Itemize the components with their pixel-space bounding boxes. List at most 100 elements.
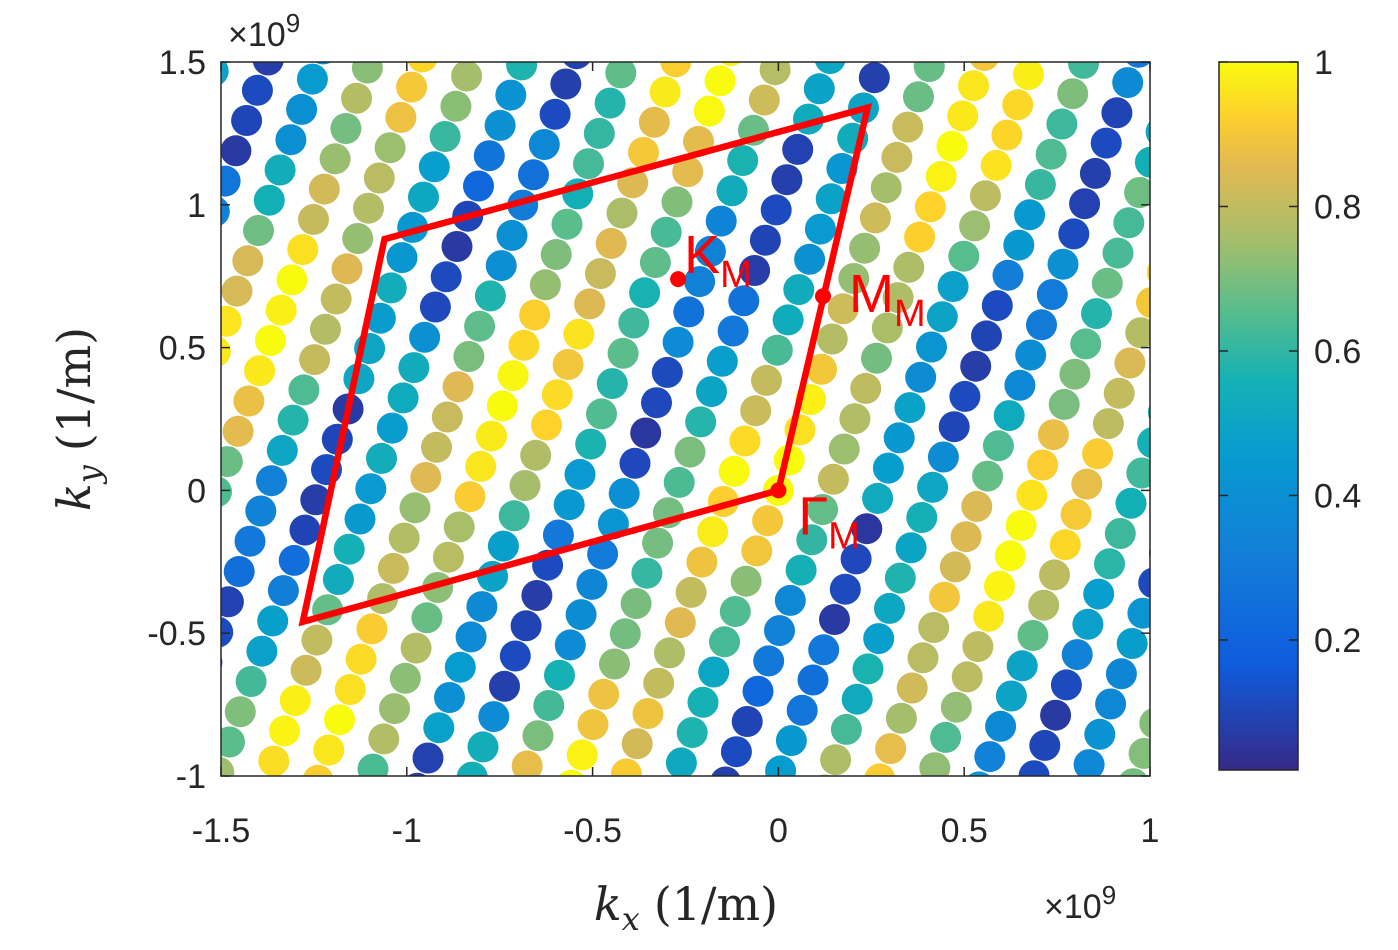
data-point	[852, 653, 884, 685]
data-point	[277, 404, 309, 436]
data-point	[540, 239, 572, 270]
point-marker-K	[670, 271, 687, 288]
data-point	[608, 478, 640, 509]
data-point	[1138, 567, 1150, 598]
data-point	[858, 62, 890, 94]
data-point	[1084, 718, 1116, 750]
data-point	[594, 87, 626, 119]
data-point	[995, 680, 1027, 712]
data-point	[775, 725, 807, 757]
data-point	[1139, 708, 1150, 738]
point-label: KM	[684, 225, 752, 296]
data-point	[221, 726, 245, 758]
data-point	[465, 450, 497, 482]
data-point	[290, 654, 322, 686]
data-point	[1102, 237, 1134, 269]
data-point	[261, 775, 265, 776]
data-point	[1057, 78, 1089, 110]
data-point	[936, 130, 968, 162]
data-point	[1046, 108, 1078, 140]
data-point	[278, 544, 310, 576]
data-point	[1105, 658, 1137, 690]
data-point	[649, 76, 681, 108]
data-point	[442, 371, 474, 403]
data-point	[959, 210, 991, 242]
data-point	[927, 441, 959, 473]
data-point	[276, 264, 308, 296]
data-point	[731, 706, 763, 737]
data-point	[1101, 97, 1133, 129]
data-point	[576, 568, 608, 600]
data-point	[1059, 358, 1091, 390]
data-point	[552, 349, 584, 380]
data-point	[374, 132, 406, 164]
data-point	[539, 98, 571, 130]
data-point	[245, 495, 277, 527]
data-point	[913, 62, 945, 83]
data-point	[418, 151, 450, 183]
data-point	[520, 439, 552, 471]
data-point	[1119, 768, 1147, 776]
data-point	[466, 591, 498, 623]
data-point	[962, 631, 994, 663]
y-tick-label: 1	[187, 187, 206, 225]
data-point	[729, 425, 761, 457]
data-point	[749, 224, 781, 256]
data-point	[583, 117, 615, 149]
data-point	[651, 356, 683, 388]
data-point	[243, 215, 274, 246]
data-point	[464, 310, 496, 342]
data-point	[313, 734, 345, 766]
data-point	[919, 752, 951, 776]
data-point	[319, 143, 351, 175]
data-point	[883, 422, 915, 454]
data-point	[440, 90, 472, 122]
data-point	[389, 662, 421, 694]
data-point	[531, 409, 562, 441]
data-point	[621, 728, 653, 760]
data-point	[864, 763, 896, 776]
data-point	[1013, 62, 1044, 91]
data-point	[342, 223, 374, 254]
data-point	[1015, 339, 1047, 371]
data-point	[937, 271, 969, 302]
data-point	[333, 533, 365, 565]
data-point	[665, 747, 697, 776]
data-point	[719, 596, 751, 627]
data-point	[752, 505, 784, 537]
data-point	[432, 541, 464, 573]
data-point	[473, 140, 505, 172]
data-point	[529, 269, 561, 301]
data-point	[1037, 419, 1069, 451]
data-point	[224, 696, 256, 728]
data-point	[443, 511, 475, 543]
data-point	[1061, 639, 1093, 671]
data-point	[804, 213, 836, 245]
data-point	[1149, 547, 1150, 559]
data-point	[221, 305, 242, 337]
data-point	[364, 302, 396, 334]
y-axis-label: ky(1/m)	[47, 327, 108, 511]
data-point	[1028, 589, 1060, 621]
data-point	[331, 253, 363, 285]
data-point	[573, 148, 604, 180]
data-point	[771, 164, 803, 196]
data-point	[223, 556, 255, 587]
data-point	[269, 715, 300, 747]
data-point	[409, 321, 441, 353]
data-point	[410, 462, 442, 493]
data-point	[696, 376, 727, 408]
data-point	[830, 713, 862, 745]
data-point	[753, 645, 785, 677]
data-point	[641, 387, 672, 419]
data-point	[730, 565, 762, 597]
data-point	[584, 258, 616, 290]
data-point	[985, 710, 1017, 742]
data-point	[1036, 279, 1068, 310]
data-point	[1035, 138, 1067, 170]
data-point	[407, 62, 438, 73]
data-point	[693, 95, 725, 127]
data-point	[660, 62, 692, 78]
data-point	[303, 764, 333, 776]
data-point	[309, 313, 341, 345]
